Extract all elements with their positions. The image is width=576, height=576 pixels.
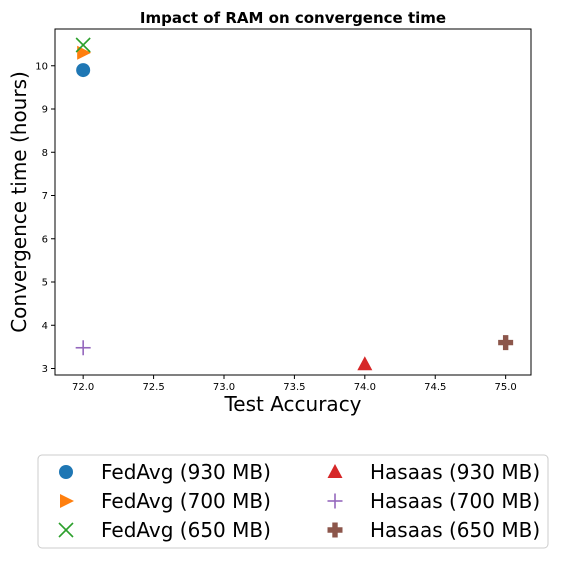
x-tick-label: 73.5 bbox=[283, 382, 305, 393]
data-point bbox=[357, 356, 373, 371]
axis-ticks: 72.0 72.5 73.0 73.5 74.0 74.5 75.0 3 4 5 6 7 8 9 10 bbox=[35, 61, 517, 393]
plot-area-frame bbox=[54, 28, 532, 376]
legend-marker bbox=[327, 464, 343, 478]
legend-marker bbox=[327, 493, 343, 509]
y-tick-label: 4 bbox=[42, 321, 48, 332]
legend-marker bbox=[60, 494, 74, 508]
x-tick-label: 74.5 bbox=[424, 382, 446, 393]
y-tick-label: 10 bbox=[35, 61, 48, 72]
x-tick-label: 75.0 bbox=[495, 382, 517, 393]
data-point bbox=[76, 63, 91, 78]
x-tick-label: 72.5 bbox=[142, 382, 164, 393]
chart-title: Impact of RAM on convergence time bbox=[140, 9, 446, 27]
x-tick-label: 74.0 bbox=[354, 382, 376, 393]
y-tick-label: 7 bbox=[42, 191, 48, 202]
legend-label: FedAvg (930 MB) bbox=[101, 460, 271, 484]
data-points bbox=[75, 37, 514, 371]
x-axis-label: Test Accuracy bbox=[223, 392, 361, 416]
x-tick-label: 73.0 bbox=[213, 382, 235, 393]
legend-frame bbox=[37, 454, 549, 549]
legend-label: Hasaas (700 MB) bbox=[370, 489, 540, 513]
y-tick-label: 5 bbox=[42, 278, 48, 289]
legend-marker bbox=[327, 522, 343, 538]
y-axis-label: Convergence time (hours) bbox=[7, 71, 31, 333]
legend-label: Hasaas (650 MB) bbox=[370, 518, 540, 542]
y-tick-label: 8 bbox=[42, 148, 48, 159]
legend-label: FedAvg (650 MB) bbox=[101, 518, 271, 542]
legend-marker bbox=[59, 465, 73, 479]
data-point bbox=[77, 45, 92, 60]
legend-label: Hasaas (930 MB) bbox=[370, 460, 540, 484]
data-point bbox=[75, 37, 91, 53]
legend: FedAvg (930 MB) FedAvg (700 MB) FedAvg (65… bbox=[37, 454, 549, 549]
y-tick-label: 9 bbox=[42, 105, 48, 116]
data-point bbox=[75, 340, 91, 356]
y-tick-label: 6 bbox=[42, 234, 48, 245]
x-tick-label: 72.0 bbox=[72, 382, 94, 393]
legend-marker bbox=[58, 522, 74, 538]
legend-label: FedAvg (700 MB) bbox=[101, 489, 271, 513]
data-point bbox=[498, 335, 514, 351]
y-tick-label: 3 bbox=[42, 364, 48, 375]
